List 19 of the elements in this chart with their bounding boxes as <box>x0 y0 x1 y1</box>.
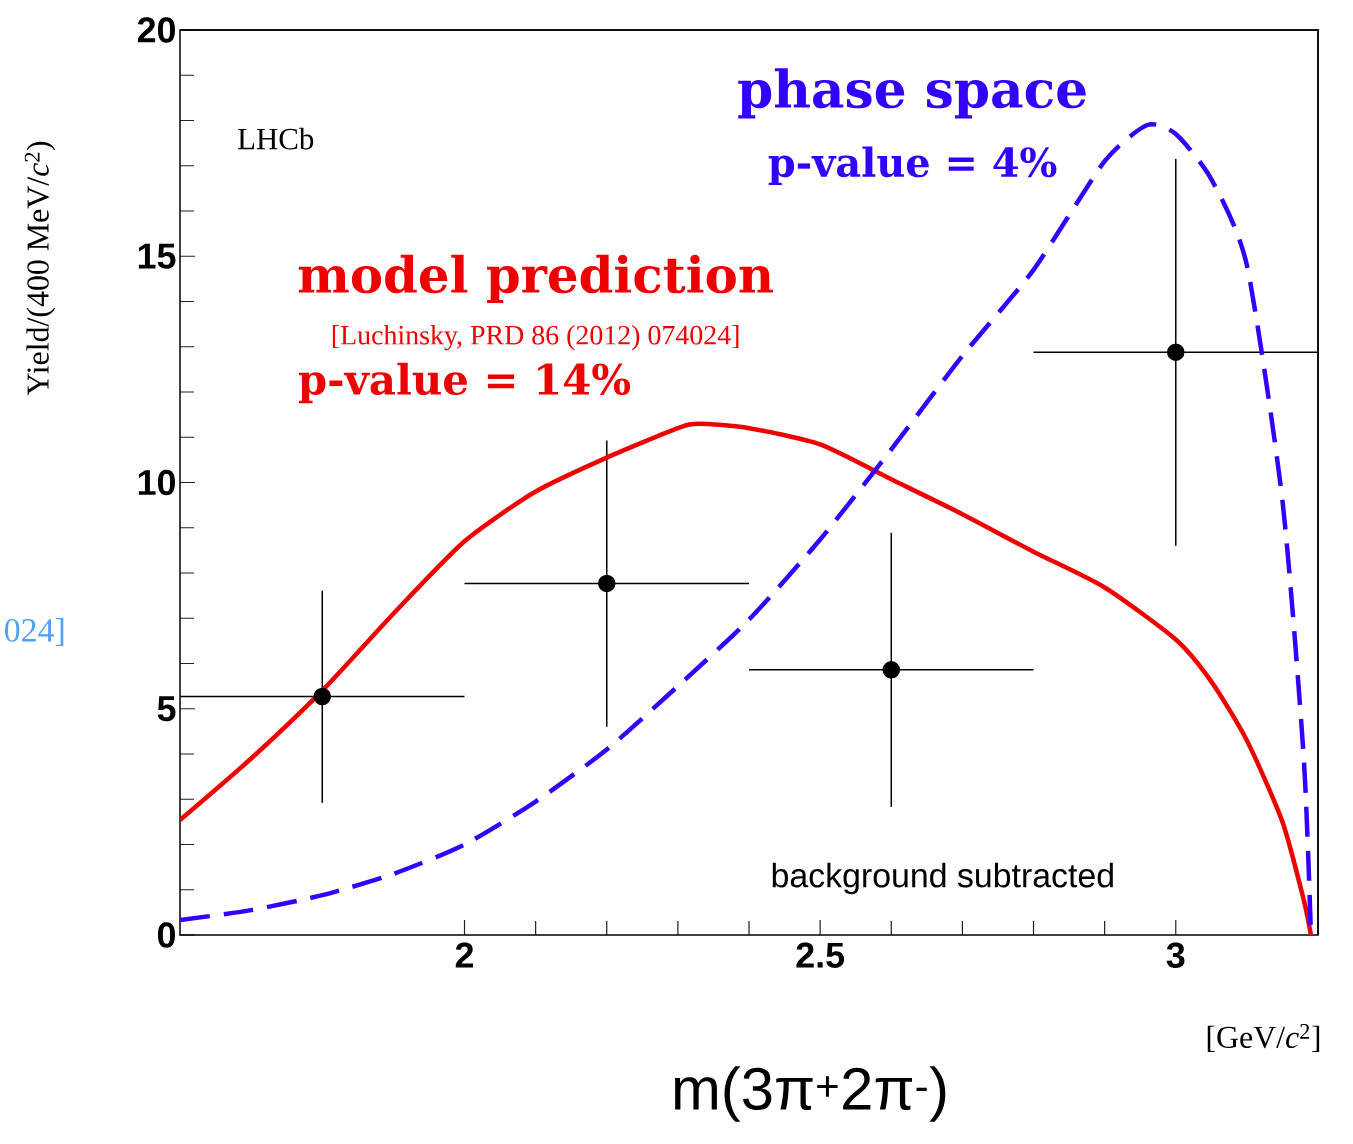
y-tick-label: 0 <box>157 922 176 948</box>
text: model prediction <box>298 254 773 303</box>
annotation: background subtracted <box>772 862 1113 895</box>
x-tick-label: 3 <box>1166 942 1185 968</box>
y-tick-label: 20 <box>137 17 175 43</box>
text: 024] <box>5 617 64 647</box>
y-tick-label: 15 <box>138 243 176 269</box>
y-tick-label: 5 <box>157 696 176 722</box>
annotation: p-value = 4% <box>768 146 1057 186</box>
annotation: [Luchinsky, PRD 86 (2012) 074024] <box>332 324 739 351</box>
y-axis-title: Yield/(400 MeV/c$^{2}$) <box>24 141 56 396</box>
x-tick-label: 2.5 <box>796 942 845 968</box>
text: m(3π$^{+}$2π$^{-}$) <box>675 1066 946 1122</box>
x-axis-title: [GeV/c$^{2}$] <box>1207 1023 1320 1053</box>
series-label: phase space <box>738 68 1086 119</box>
annotation: LHCb <box>238 127 314 150</box>
y-tick-label: 10 <box>138 469 175 496</box>
annotation: p-value = 14% <box>298 362 631 404</box>
x-tick-label: 2 <box>455 942 474 968</box>
